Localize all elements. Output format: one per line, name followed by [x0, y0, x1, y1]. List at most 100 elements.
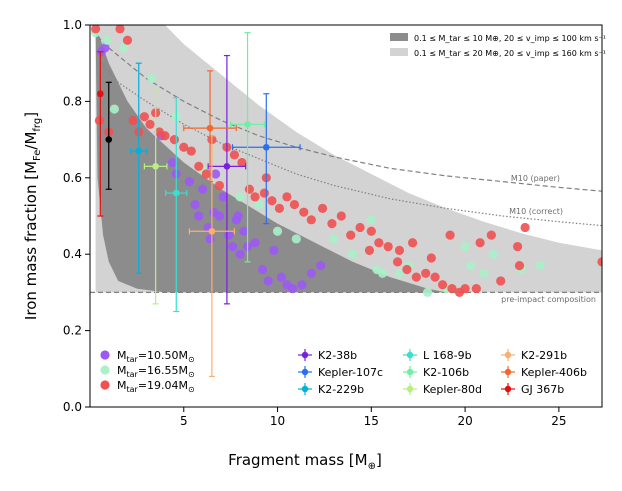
planet-legend-marker-4 — [406, 368, 414, 376]
scatter-point-s0-11 — [218, 192, 228, 202]
scatter-point-s2-61 — [366, 226, 376, 236]
planet-marker-1 — [231, 93, 301, 225]
scatter-point-s2-35 — [355, 222, 365, 233]
scatter-point-s2-11 — [160, 131, 170, 141]
planet-point-5 — [152, 163, 159, 170]
planet-marker-4 — [230, 32, 266, 263]
scatter-legend-label-1: Mtar=16.55M⊙ — [117, 364, 195, 379]
region-legend-label-1: 0.1 ≤ M_tar ≤ 20 M⊕, 20 ≤ v_imp ≤ 160 km… — [414, 49, 606, 58]
planet-legend-label-2: K2-229b — [318, 383, 364, 396]
region-legend: 0.1 ≤ M_tar ≤ 10 M⊕, 20 ≤ v_imp ≤ 100 km… — [390, 33, 606, 58]
planet-marker-0 — [207, 54, 247, 305]
scatter-point-s1-11 — [329, 234, 339, 244]
planet-marker-8 — [97, 51, 104, 217]
scatter-point-s2-58 — [445, 230, 455, 240]
scatter-point-s2-20 — [229, 150, 240, 160]
planet-legend-marker-3 — [406, 351, 414, 359]
scatter-point-s2-56 — [407, 238, 418, 248]
scatter-point-s1-7 — [235, 192, 245, 202]
scatter-point-s2-26 — [274, 203, 285, 213]
planet-legend-label-6: K2-291b — [521, 349, 567, 362]
planet-point-0 — [223, 163, 231, 170]
scatter-point-s1-1 — [102, 35, 112, 45]
scatter-point-s2-7 — [139, 112, 149, 122]
scatter-point-s0-19 — [257, 264, 268, 275]
x-tick-label-1: 10 — [270, 414, 285, 428]
planet-legend-label-8: GJ 367b — [521, 383, 564, 396]
planet-legend-marker-7 — [504, 368, 512, 376]
scatter-point-s1-8 — [254, 199, 264, 210]
scatter-point-s2-32 — [327, 219, 337, 229]
scatter-point-s2-21 — [237, 157, 247, 168]
scatter-point-s2-50 — [496, 276, 506, 286]
scatter-point-s1-18 — [422, 287, 433, 297]
scatter-point-s1-15 — [377, 268, 388, 278]
scatter-point-s0-20 — [263, 276, 273, 286]
scatter-point-s2-41 — [411, 272, 421, 282]
planet-point-4 — [244, 121, 251, 128]
scatter-point-s2-49 — [486, 230, 496, 240]
scatter-point-s0-1 — [167, 157, 178, 168]
scatter-point-s0-4 — [190, 199, 200, 210]
scatter-point-s2-43 — [430, 272, 440, 282]
scatter-point-s1-13 — [366, 215, 376, 225]
x-axis-label: Fragment mass [M⊕] — [228, 451, 382, 472]
planet-point-6 — [208, 227, 216, 235]
planet-point-1 — [262, 143, 270, 151]
scatter-point-s1-22 — [479, 268, 489, 278]
scatter-point-s0-29 — [233, 211, 243, 221]
scatter-point-s1-3 — [119, 43, 129, 53]
scatter-point-s2-24 — [259, 188, 270, 198]
scatter-point-s2-54 — [597, 257, 602, 267]
scatter-point-s2-4 — [122, 35, 133, 45]
scatter-point-s0-3 — [184, 177, 194, 187]
planet-marker-9 — [105, 81, 113, 190]
y-tick-label-5: 1.0 — [63, 18, 82, 32]
planet-point-9 — [105, 136, 113, 143]
scatter-point-s0-21 — [269, 245, 279, 255]
ticks-layer: 5 10 15 20 25 0.0 0.2 0.4 0.6 0.8 1.0 — [63, 18, 567, 428]
scatter-point-s2-57 — [426, 253, 436, 263]
planet-legend-marker-2 — [301, 385, 309, 393]
planet-legend-label-7: Kepler-406b — [521, 366, 587, 379]
planet-point-7 — [206, 124, 214, 132]
m10-paper-annotation: M10 (paper) — [511, 174, 560, 183]
scatter-point-s0-5 — [194, 211, 204, 221]
scatter-point-s0-24 — [287, 283, 298, 294]
scatter-point-s0-6 — [197, 184, 208, 194]
scatter-point-s2-38 — [383, 241, 393, 252]
scatter-legend: Mtar=10.50M⊙Mtar=16.55M⊙Mtar=19.04M⊙ — [100, 349, 195, 394]
planet-legend: K2-38b Kepler-107c K2-229b L 168-9b K2-106b K… — [298, 349, 587, 396]
scatter-point-s2-18 — [214, 180, 225, 191]
scatter-point-s2-36 — [364, 245, 375, 255]
planet-marker-2 — [130, 62, 148, 274]
scatter-point-s0-27 — [316, 261, 326, 271]
scatter-point-s2-15 — [194, 161, 204, 171]
scatter-point-s2-40 — [402, 264, 412, 275]
scatter-point-s2-42 — [421, 268, 431, 278]
scatter-point-s2-39 — [392, 257, 403, 267]
scatter-point-s0-8 — [205, 234, 215, 244]
planet-legend-marker-5 — [406, 385, 414, 393]
region-legend-swatch-1 — [390, 48, 408, 56]
scatter-point-s0-16 — [239, 226, 249, 236]
scatter-point-s2-59 — [475, 238, 485, 248]
y-axis-label: Iron mass fraction [MFe/Mfrg] — [22, 112, 43, 320]
y-tick-label-0: 0.0 — [63, 400, 82, 414]
planet-legend-label-1: Kepler-107c — [318, 366, 383, 379]
scatter-point-s1-23 — [488, 249, 498, 259]
scatter-point-s2-51 — [513, 241, 523, 252]
scatter-point-s2-16 — [201, 169, 211, 179]
scatter-legend-marker-2 — [100, 380, 110, 390]
y-tick-label-2: 0.4 — [63, 247, 82, 261]
scatter-point-s1-16 — [394, 268, 405, 278]
plot-frame — [89, 24, 603, 408]
scatter-point-s0-22 — [276, 272, 286, 282]
planet-legend-label-4: K2-106b — [423, 366, 469, 379]
scatter-point-s2-44 — [437, 280, 448, 290]
scatter-point-s1-12 — [347, 249, 358, 259]
scatter-point-s2-1 — [94, 115, 104, 126]
region-band-0 — [95, 28, 447, 293]
y-tick-label-3: 0.6 — [63, 171, 82, 185]
